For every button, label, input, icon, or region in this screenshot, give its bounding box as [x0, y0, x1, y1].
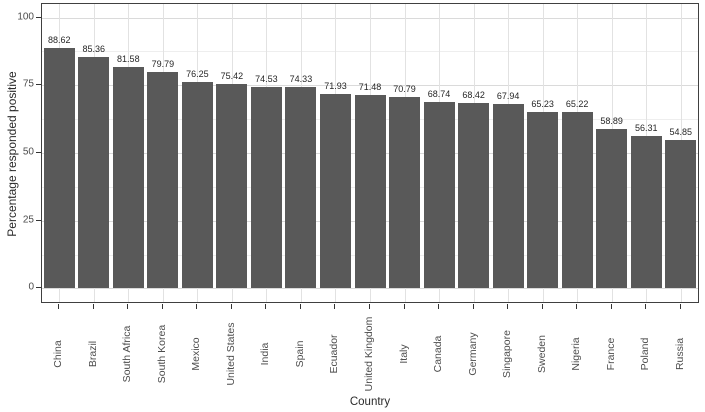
x-axis-tick-mark [611, 304, 612, 309]
bar-germany [458, 103, 489, 289]
bar-united-states [216, 84, 247, 289]
bar-value-label: 85.36 [82, 44, 106, 55]
x-axis-tick-mark [576, 304, 577, 309]
x-axis-tick-label: United Kingdom [363, 316, 375, 392]
x-axis-tick-mark [300, 304, 301, 309]
bar-value-label: 68.42 [462, 90, 485, 101]
x-axis-tick-label: United States [224, 322, 237, 386]
x-axis-tick-label: South Africa [121, 325, 134, 383]
x-axis-tick-label: Spain [293, 340, 306, 368]
x-axis-tick-mark [196, 304, 197, 309]
y-axis-title: Percentage responded positive [5, 71, 19, 237]
plot-panel: 88.62 85.36 81.58 79.79 76.25 75.42 74.53 74.33… [41, 3, 699, 303]
x-axis-tick-label: Mexico [190, 337, 203, 371]
x-axis-tick-label: South Korea [155, 324, 168, 384]
bar-value-label: 71.48 [358, 81, 382, 92]
bar-ecuador [320, 93, 351, 289]
y-axis-tick-mark [36, 219, 41, 221]
x-axis-tick-mark [162, 304, 163, 309]
bar-china [44, 48, 75, 289]
bar-value-label: 70.79 [393, 83, 416, 94]
x-axis-title: Country [349, 396, 391, 408]
x-axis-tick-label: China [52, 340, 65, 368]
x-axis-tick-mark [265, 304, 266, 309]
x-axis-tick-mark [404, 304, 405, 309]
bar-value-label: 58.89 [600, 115, 623, 126]
x-axis-tick-mark [473, 304, 474, 309]
bar-value-label: 81.58 [117, 54, 140, 65]
y-axis-tick-label: 50 [22, 146, 34, 158]
x-axis-tick-label: Canada [432, 335, 445, 373]
bar-italy [389, 96, 420, 289]
x-axis-tick-label: Ecuador [328, 334, 341, 374]
x-axis-tick-mark [507, 304, 508, 309]
bar-poland [631, 135, 662, 289]
x-axis-tick-label: Russia [673, 337, 686, 371]
y-axis-tick-label: 75 [22, 78, 34, 90]
bar-nigeria [562, 111, 593, 289]
x-axis-tick-mark [127, 304, 128, 309]
y-axis-tick-label: 0 [28, 281, 34, 293]
bar-value-label: 65.23 [531, 98, 554, 109]
x-axis-tick-label: Nigeria [570, 337, 583, 371]
bar-india [251, 86, 282, 289]
x-axis-tick-label: India [259, 342, 272, 366]
bar-russia [665, 139, 696, 289]
bar-united-kingdom [355, 94, 386, 289]
x-axis-tick-label: Brazil [86, 340, 99, 368]
bar-value-label: 56.31 [634, 122, 658, 133]
x-axis-tick-mark [438, 304, 439, 309]
bar-value-label: 79.79 [151, 59, 175, 70]
x-axis-tick-mark [58, 304, 59, 309]
x-axis-tick-mark [369, 304, 370, 309]
x-axis-tick-mark [542, 304, 543, 309]
x-axis-tick-label: Sweden [535, 335, 548, 373]
x-axis-tick-label: Germany [466, 332, 479, 376]
bar-value-label: 67.94 [496, 91, 520, 102]
y-axis-tick-mark [36, 287, 41, 289]
bar-mexico [182, 81, 213, 289]
bar-south-africa [113, 67, 144, 289]
bar-spain [285, 87, 316, 289]
x-axis-tick-mark [93, 304, 94, 309]
y-axis-tick-mark [36, 152, 41, 153]
x-axis-tick-label: Singapore [501, 330, 514, 378]
y-axis-tick-label: 100 [17, 11, 34, 23]
x-axis-tick-label: Italy [397, 344, 410, 364]
bar-value-label: 68.74 [427, 89, 451, 100]
bar-canada [424, 102, 455, 289]
y-axis-tick-mark [36, 84, 41, 86]
bar-value-label: 74.33 [289, 74, 313, 85]
bar-value-label: 54.85 [669, 126, 692, 137]
x-axis-tick-mark [334, 304, 335, 309]
bar-value-label: 75.42 [220, 71, 244, 82]
bar-south-korea [147, 72, 178, 289]
bar-singapore [493, 104, 524, 289]
x-axis-tick-label: France [604, 337, 617, 371]
bar-brazil [78, 57, 109, 289]
x-axis-tick-mark [645, 304, 646, 309]
x-axis-tick-label: Poland [639, 337, 652, 371]
bar-value-label: 74.53 [255, 73, 278, 84]
x-axis-tick-mark [231, 304, 232, 309]
y-axis-tick-label: 25 [22, 214, 34, 226]
bar-value-label: 71.93 [324, 80, 347, 91]
bar-value-label: 88.62 [47, 35, 71, 46]
x-axis-tick-mark [680, 304, 681, 309]
bar-value-label: 65.22 [565, 98, 589, 109]
bar-sweden [527, 111, 558, 289]
bar-value-label: 76.25 [186, 68, 209, 79]
y-axis-tick-mark [36, 16, 41, 18]
bar-france [596, 128, 627, 289]
